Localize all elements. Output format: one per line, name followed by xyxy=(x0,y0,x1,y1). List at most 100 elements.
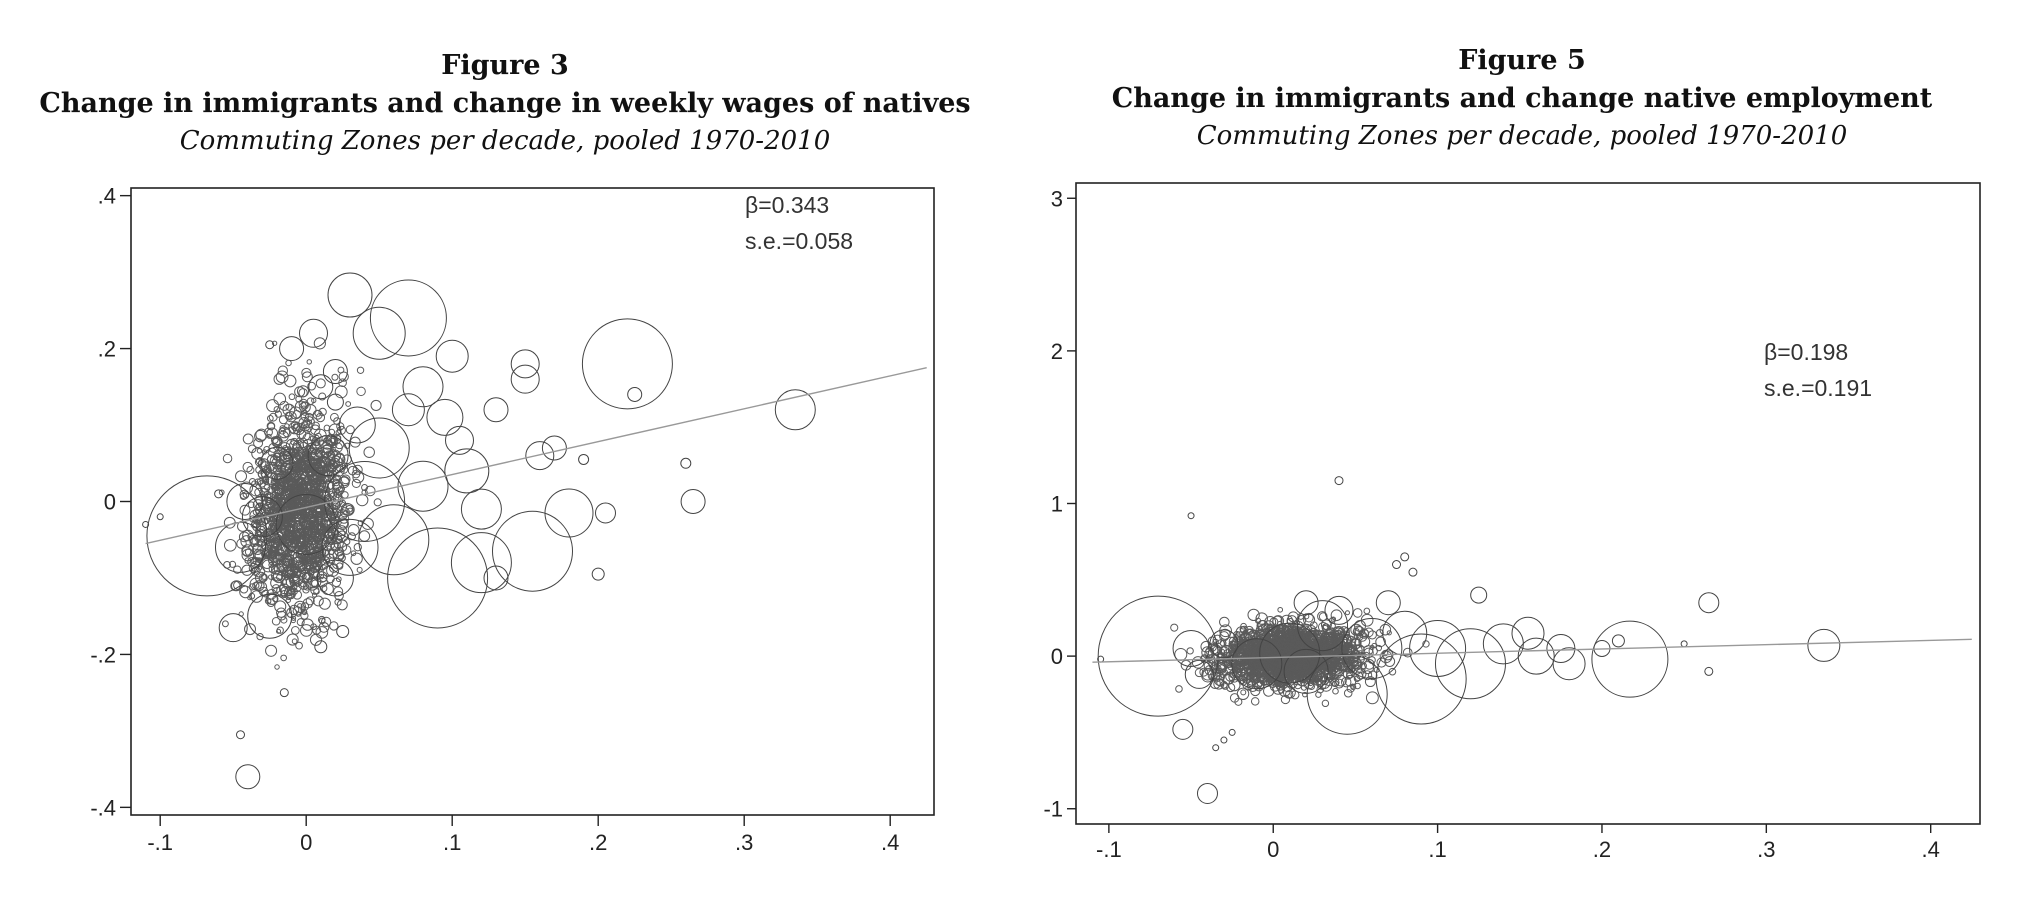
cluster-point xyxy=(1243,672,1253,682)
data-point xyxy=(1552,647,1586,681)
data-point xyxy=(236,730,245,740)
data-point xyxy=(1220,736,1228,744)
cluster-point xyxy=(1321,699,1330,708)
data-point xyxy=(1293,590,1319,616)
cluster-point xyxy=(247,501,255,509)
cluster-point xyxy=(321,616,332,627)
cluster-point xyxy=(276,607,287,618)
cluster-point xyxy=(300,611,309,620)
data-point xyxy=(1172,718,1194,740)
cluster-point xyxy=(298,398,309,409)
cluster-point xyxy=(1363,607,1371,615)
cluster-point xyxy=(336,552,344,560)
cluster-point xyxy=(282,403,296,417)
data-point xyxy=(1375,633,1467,725)
cluster-point xyxy=(292,566,302,577)
cluster-point xyxy=(330,446,336,453)
x-tick-label: .1 xyxy=(443,830,461,855)
cluster-point xyxy=(301,367,312,378)
data-point xyxy=(1611,634,1625,648)
cluster-point xyxy=(1214,662,1227,675)
cluster-point xyxy=(327,490,338,500)
data-point xyxy=(492,510,573,592)
cluster-point xyxy=(1280,633,1290,643)
cluster-point xyxy=(218,489,225,496)
y-tick-label: 2 xyxy=(1051,339,1063,364)
data-point xyxy=(314,640,328,654)
cluster-point xyxy=(273,392,287,406)
cluster-point xyxy=(335,535,344,544)
cluster-point xyxy=(321,582,334,596)
data-point xyxy=(316,559,354,597)
data-point xyxy=(595,502,616,524)
cluster-point xyxy=(248,592,256,600)
cluster-point xyxy=(278,415,288,425)
cluster-point xyxy=(310,576,322,588)
cluster-point xyxy=(281,446,292,457)
cluster-point xyxy=(351,478,361,489)
data-point xyxy=(1334,476,1344,486)
cluster-point xyxy=(1240,689,1247,696)
cluster-point xyxy=(356,366,365,374)
cluster-point xyxy=(331,373,339,381)
cluster-point xyxy=(1225,651,1235,661)
cluster-point xyxy=(248,583,256,591)
data-point xyxy=(435,339,469,373)
data-point xyxy=(1283,648,1329,694)
data-point xyxy=(1434,628,1506,700)
cluster-point xyxy=(1307,683,1315,691)
cluster-point xyxy=(280,654,287,662)
data-point xyxy=(1408,567,1418,577)
cluster-point xyxy=(1346,669,1355,679)
data-point xyxy=(1306,653,1388,735)
cluster-point xyxy=(285,597,291,603)
cluster-point xyxy=(1219,631,1230,642)
cluster-point xyxy=(275,370,289,384)
cluster-point xyxy=(308,509,315,516)
cluster-point xyxy=(259,481,271,493)
cluster-point xyxy=(306,419,313,425)
data-point xyxy=(1187,512,1195,520)
cluster-point xyxy=(1280,694,1291,705)
cluster-point xyxy=(289,498,296,505)
cluster-point xyxy=(363,446,375,458)
cluster-point xyxy=(285,471,293,480)
se-annotation: s.e.=0.058 xyxy=(745,228,853,254)
cluster-point xyxy=(1356,631,1368,642)
cluster-point xyxy=(1277,625,1286,633)
data-point xyxy=(1400,552,1410,562)
cluster-point xyxy=(270,577,282,589)
cluster-point xyxy=(1333,627,1345,639)
cluster-point xyxy=(283,374,297,388)
cluster-point xyxy=(272,466,279,473)
cluster-point xyxy=(315,626,329,639)
cluster-point xyxy=(253,438,264,449)
data-point xyxy=(265,340,275,350)
cluster-point xyxy=(1243,668,1255,680)
cluster-point xyxy=(301,371,313,383)
cluster-point xyxy=(285,438,298,451)
cluster-point xyxy=(266,549,277,561)
cluster-point xyxy=(1402,647,1413,658)
cluster-point xyxy=(233,565,242,574)
figure-3-label: Figure 3 xyxy=(441,50,569,81)
cluster-point xyxy=(318,392,327,401)
cluster-point xyxy=(1293,633,1303,643)
cluster-point xyxy=(1375,628,1384,637)
data-point xyxy=(348,417,410,479)
data-point xyxy=(324,461,406,542)
cluster-point xyxy=(274,600,287,613)
cluster-point xyxy=(307,526,319,537)
cluster-point xyxy=(254,487,264,497)
cluster-point xyxy=(299,461,309,471)
cluster-point xyxy=(1239,677,1246,684)
cluster-point xyxy=(325,450,332,457)
cluster-point xyxy=(1375,636,1386,648)
cluster-point xyxy=(244,623,257,636)
cluster-point xyxy=(327,476,335,483)
cluster-point xyxy=(1274,632,1281,640)
data-point xyxy=(774,389,816,431)
cluster-point xyxy=(370,399,382,412)
cluster-point xyxy=(1270,639,1284,652)
cluster-point xyxy=(340,474,351,485)
